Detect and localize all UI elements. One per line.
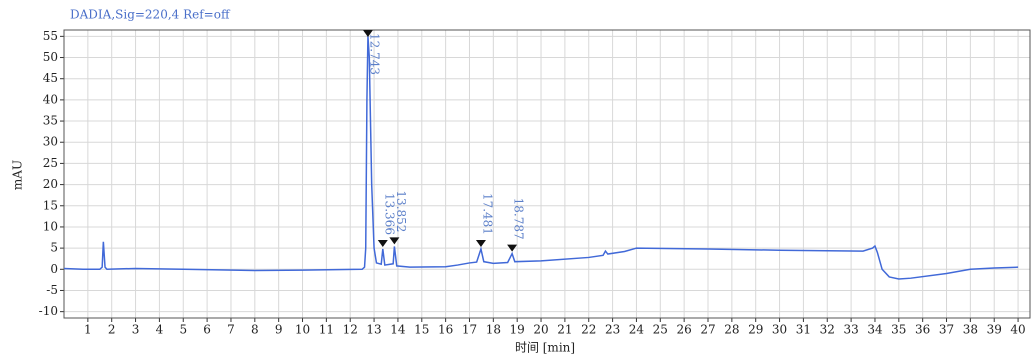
x-tick-label: 39 xyxy=(987,323,1002,337)
x-tick-label: 25 xyxy=(653,323,668,337)
peak-label: 17.481 xyxy=(480,193,494,235)
x-tick-label: 12 xyxy=(343,323,358,337)
x-tick-label: 28 xyxy=(724,323,739,337)
y-tick-label: -10 xyxy=(39,304,58,318)
x-tick-label: 36 xyxy=(915,323,930,337)
x-tick-label: 20 xyxy=(533,323,548,337)
x-tick-label: 22 xyxy=(581,323,596,337)
x-tick-label: 34 xyxy=(867,323,883,337)
x-axis-label: 时间 [min] xyxy=(515,341,575,355)
x-tick-label: 9 xyxy=(275,323,283,337)
x-tick-label: 4 xyxy=(156,323,164,337)
x-tick-label: 10 xyxy=(295,323,310,337)
peak-marker xyxy=(475,239,486,247)
y-tick-label: 5 xyxy=(50,241,58,255)
y-tick-label: 10 xyxy=(43,219,58,233)
y-tick-label: 50 xyxy=(43,50,58,64)
x-tick-label: 40 xyxy=(1010,323,1025,337)
chart-title: DADIA,Sig=220,4 Ref=off xyxy=(70,8,231,22)
peak-label: 13.852 xyxy=(394,190,408,232)
x-tick-label: 19 xyxy=(510,323,525,337)
peak-marker xyxy=(377,239,388,247)
x-tick-label: 15 xyxy=(414,323,429,337)
y-tick-label: -5 xyxy=(46,283,58,297)
x-tick-label: 21 xyxy=(557,323,572,337)
x-tick-label: 13 xyxy=(366,323,381,337)
chromatogram-line xyxy=(63,36,1019,280)
y-axis-label: mAU xyxy=(11,160,25,190)
x-tick-label: 33 xyxy=(843,323,858,337)
y-tick-label: 20 xyxy=(43,177,58,191)
peak-label: 13.366 xyxy=(382,193,396,235)
y-tick-label: 0 xyxy=(50,262,58,276)
x-tick-label: 16 xyxy=(438,323,453,337)
x-tick-label: 29 xyxy=(748,323,763,337)
y-tick-label: 30 xyxy=(43,135,58,149)
y-tick-label: 35 xyxy=(43,114,58,128)
plot-frame xyxy=(63,29,1031,319)
peak-marker xyxy=(389,237,400,245)
x-tick-label: 1 xyxy=(84,323,92,337)
x-tick-label: 18 xyxy=(486,323,501,337)
x-tick-label: 27 xyxy=(700,323,715,337)
x-tick-label: 31 xyxy=(796,323,811,337)
y-tick-label: 25 xyxy=(43,156,58,170)
peak-label: 12.743 xyxy=(367,33,381,75)
x-tick-label: 7 xyxy=(227,323,235,337)
x-tick-label: 23 xyxy=(605,323,620,337)
x-tick-label: 35 xyxy=(891,323,906,337)
x-tick-label: 3 xyxy=(132,323,140,337)
y-tick-label: 55 xyxy=(43,29,58,43)
x-tick-label: 8 xyxy=(251,323,259,337)
x-tick-label: 17 xyxy=(462,323,477,337)
x-tick-label: 2 xyxy=(108,323,116,337)
y-tick-label: 15 xyxy=(43,198,58,212)
x-tick-label: 24 xyxy=(629,323,645,337)
x-tick-label: 30 xyxy=(772,323,787,337)
x-tick-label: 38 xyxy=(963,323,978,337)
x-tick-label: 11 xyxy=(319,323,334,337)
x-tick-label: 37 xyxy=(939,323,954,337)
x-tick-label: 5 xyxy=(179,323,187,337)
x-tick-label: 32 xyxy=(820,323,835,337)
peak-marker xyxy=(507,244,518,252)
peak-marker xyxy=(362,30,373,37)
x-tick-label: 14 xyxy=(390,323,406,337)
x-tick-label: 6 xyxy=(203,323,211,337)
y-tick-label: 45 xyxy=(43,71,58,85)
y-tick-label: 40 xyxy=(43,92,58,106)
peak-label: 18.787 xyxy=(512,198,526,240)
x-tick-label: 26 xyxy=(677,323,692,337)
